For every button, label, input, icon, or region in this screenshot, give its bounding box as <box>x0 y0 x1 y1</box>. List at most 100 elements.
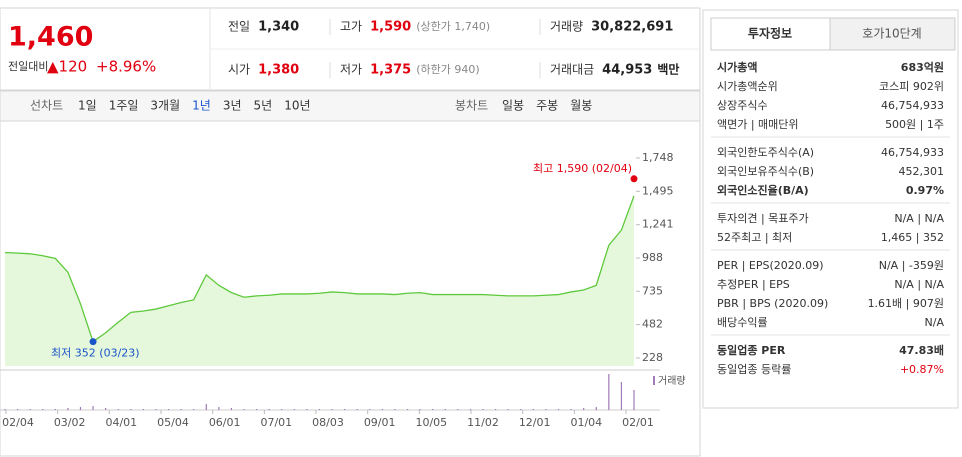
volume-legend <box>653 376 655 385</box>
low-label: 최저 352 (03/23) <box>51 347 140 360</box>
period-tab[interactable]: 1일 <box>78 99 97 113</box>
candle-tab[interactable]: 일봉 <box>502 99 524 113</box>
side-label: 액면가 | 매매단위 <box>717 118 799 131</box>
info-value: 1,590 <box>370 20 411 35</box>
period-bar <box>0 90 701 122</box>
side-label: 외국인보유주식수(B) <box>717 165 814 178</box>
period-tab[interactable]: 1년 <box>192 99 211 113</box>
info-value: 30,822,691 <box>591 20 673 35</box>
info-label: 거래대금 <box>550 63 594 77</box>
x-tick-label: 10/05 <box>415 416 447 429</box>
side-label: PER | EPS(2020.09) <box>717 259 824 272</box>
x-tick-label: 05/04 <box>157 416 189 429</box>
side-label: 시가총액 <box>717 60 757 74</box>
volume-label: 거래량 <box>658 375 686 387</box>
period-tab[interactable]: 3년 <box>223 99 242 113</box>
volume-bar <box>620 382 623 410</box>
volume-bar <box>4 409 6 410</box>
side-label: 외국인소진율(B/A) <box>717 183 809 197</box>
volume-bar <box>633 390 635 410</box>
volume-bar <box>432 409 434 410</box>
volume-bar <box>218 407 220 410</box>
side-value: 0.97% <box>906 184 944 197</box>
volume-bar <box>318 409 321 410</box>
volume-bar <box>507 409 509 410</box>
side-value: 500원 | 1주 <box>885 118 944 131</box>
period-tab[interactable]: 3개월 <box>150 99 180 113</box>
volume-bar <box>595 407 597 410</box>
x-tick-label: 01/04 <box>570 416 602 429</box>
volume-bar <box>29 409 31 410</box>
info-label: 고가 <box>340 20 362 34</box>
x-tick-label: 12/01 <box>519 416 551 429</box>
y-tick-label: 1,748 <box>642 151 674 164</box>
volume-bar <box>92 406 94 410</box>
y-tick-label: 1,241 <box>642 218 674 231</box>
volume-bar <box>67 408 69 410</box>
x-tick-label: 06/01 <box>209 416 241 429</box>
side-label: 52주최고 | 최저 <box>717 231 792 244</box>
volume-bar <box>180 409 182 410</box>
y-tick-label: 482 <box>642 318 663 331</box>
side-value: N/A | -359원 <box>879 259 944 272</box>
side-tab[interactable] <box>829 17 956 51</box>
current-price: 1,460 <box>8 22 93 53</box>
volume-bar <box>230 408 233 410</box>
candle-tab[interactable]: 월봉 <box>570 99 592 113</box>
side-label: 투자의견 | 목표주가 <box>717 212 809 225</box>
volume-bar <box>155 409 157 410</box>
x-tick-label: 08/03 <box>312 416 344 429</box>
volume-bar <box>117 409 119 410</box>
side-value: 683억원 <box>901 60 944 74</box>
volume-bar <box>419 409 421 410</box>
volume-bar <box>356 409 358 410</box>
change: ▲120 <box>47 58 87 76</box>
volume-bar <box>130 409 132 410</box>
info-label: 저가 <box>340 63 362 77</box>
low-marker <box>89 338 97 346</box>
y-tick-label: 228 <box>642 351 663 364</box>
volume-bar <box>142 409 144 410</box>
volume-bar <box>205 404 207 410</box>
side-value: N/A | N/A <box>894 212 944 225</box>
x-tick-label: 02/01 <box>622 416 654 429</box>
volume-bar <box>281 409 283 410</box>
period-tab[interactable]: 10년 <box>284 99 310 113</box>
info-note: (하한가 940) <box>416 62 479 76</box>
volume-bar <box>482 409 484 410</box>
info-value: 1,375 <box>370 63 411 78</box>
change-label: 전일대비 <box>8 59 48 73</box>
change-rate: +8.96% <box>96 58 156 76</box>
side-value: 452,301 <box>899 165 945 178</box>
volume-bar <box>520 409 522 410</box>
main-panel <box>0 7 701 457</box>
volume-bar <box>256 409 258 410</box>
info-label: 거래량 <box>550 20 583 34</box>
volume-bar <box>495 409 497 410</box>
info-value: 1,380 <box>258 63 299 78</box>
y-tick-label: 735 <box>642 284 663 297</box>
side-tab[interactable] <box>710 17 831 51</box>
x-tick-label: 03/02 <box>54 416 86 429</box>
side-value: 47.83배 <box>899 343 944 357</box>
volume-bar <box>105 408 107 410</box>
info-value: 1,340 <box>258 20 299 35</box>
tab-group-label: 봉차트 <box>455 99 488 113</box>
tab-group-label: 선차트 <box>30 99 63 113</box>
info-unit: 백만 <box>657 62 679 77</box>
candle-tab[interactable]: 주봉 <box>536 99 558 113</box>
x-tick-label: 04/01 <box>105 416 137 429</box>
side-value: 1.61배 | 907원 <box>868 297 944 310</box>
info-note: (상한가 1,740) <box>416 20 490 33</box>
volume-bar <box>344 409 346 410</box>
x-tick-label: 11/02 <box>467 416 499 429</box>
volume-bar <box>545 409 547 410</box>
period-tab[interactable]: 5년 <box>254 99 273 113</box>
volume-bar <box>608 374 610 410</box>
side-tab-label[interactable]: 투자정보 <box>748 26 792 41</box>
x-tick-label: 07/01 <box>260 416 292 429</box>
period-tab[interactable]: 1주일 <box>109 99 139 113</box>
side-tab-label[interactable]: 호가10단계 <box>862 27 921 41</box>
side-label: 추정PER | EPS <box>717 278 790 291</box>
